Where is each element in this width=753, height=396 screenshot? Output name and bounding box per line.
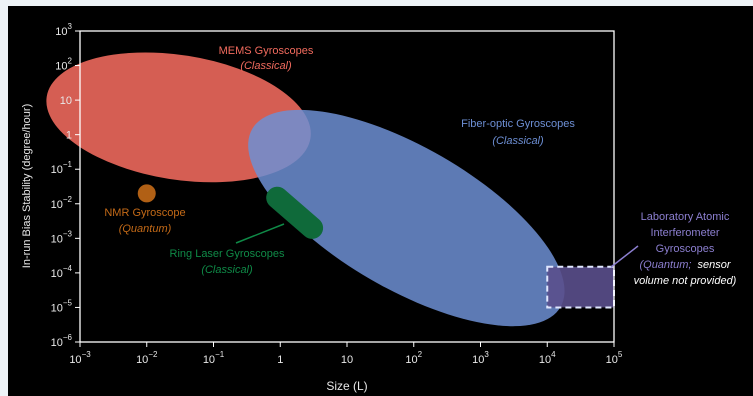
y-tick-label: 10−6 <box>51 333 73 349</box>
chart-panel: 10−3 10−2 10−1 1 10 102 103 104 105 10−6 10−5 10−4 1… <box>8 6 753 396</box>
x-tick-label: 104 <box>539 350 556 366</box>
y-tick-label: 10 <box>60 95 72 107</box>
x-axis-title: Size (L) <box>326 379 367 393</box>
nmr-category: (Quantum) <box>119 223 172 235</box>
fiber-label: Fiber-optic Gyroscopes <box>461 118 575 130</box>
atomic-label-line1: Laboratory Atomic <box>641 211 730 223</box>
y-tick-label: 1 <box>66 130 72 142</box>
y-tick-label: 10−3 <box>51 229 73 245</box>
atomic-category-line: (Quantum; sensor <box>639 259 731 271</box>
atomic-label-line2: Interferometer <box>650 227 719 239</box>
atomic-note-line2: volume not provided) <box>634 275 737 287</box>
y-tick-label: 10−2 <box>51 195 73 211</box>
atomic-note-sensor: sensor <box>698 259 732 271</box>
gyroscope-comparison-chart: 10−3 10−2 10−1 1 10 102 103 104 105 10−6 10−5 10−4 1… <box>21 22 737 393</box>
y-tick-label: 10−5 <box>51 298 73 314</box>
ring-laser-region <box>266 186 324 239</box>
ticks-layer: 10−3 10−2 10−1 1 10 102 103 104 105 10−6 10−5 10−4 1… <box>51 22 623 366</box>
x-tick-label: 10−2 <box>136 350 158 366</box>
y-tick-label: 102 <box>55 57 72 73</box>
x-tick-label: 103 <box>472 350 489 366</box>
y-tick-label: 10−4 <box>51 264 73 280</box>
x-tick-label: 10−3 <box>69 350 91 366</box>
atomic-interferometer-region <box>546 265 615 309</box>
x-tick-label: 105 <box>606 350 623 366</box>
mems-label: MEMS Gyroscopes <box>219 45 314 57</box>
fiber-optic-region <box>248 109 565 327</box>
x-tick-label: 102 <box>405 350 422 366</box>
x-tick-label: 10−1 <box>203 350 225 366</box>
mems-category: (Classical) <box>240 60 292 72</box>
nmr-label: NMR Gyroscope <box>104 207 185 219</box>
y-tick-label: 103 <box>55 22 72 38</box>
atomic-leader-line <box>610 245 639 268</box>
y-tick-label: 10−1 <box>51 160 73 176</box>
y-axis-title: In-run Bias Stability (degree/hour) <box>21 104 33 268</box>
ring-leader-line <box>235 223 285 244</box>
annotation-layer <box>235 223 639 268</box>
ring-category: (Classical) <box>201 264 253 276</box>
atomic-category: (Quantum; <box>639 259 691 271</box>
nmr-region <box>137 184 156 203</box>
x-tick-label: 10 <box>341 354 353 366</box>
atomic-label-line3: Gyroscopes <box>656 243 715 255</box>
x-tick-label: 1 <box>277 354 283 366</box>
ring-label: Ring Laser Gyroscopes <box>170 248 285 260</box>
regions-layer <box>46 52 615 327</box>
fiber-category: (Classical) <box>492 135 544 147</box>
mems-region <box>46 52 311 183</box>
